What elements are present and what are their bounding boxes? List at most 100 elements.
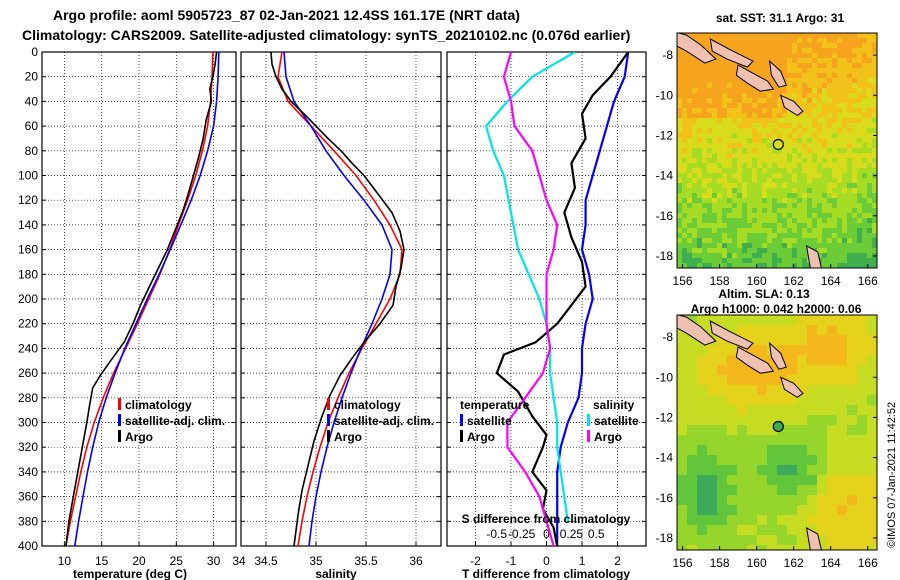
map-cell — [687, 143, 693, 149]
map-cell — [697, 33, 703, 39]
map-cell — [802, 133, 808, 139]
map-cell — [772, 148, 778, 154]
map-cell — [837, 218, 843, 224]
map-cell — [757, 495, 768, 506]
legend-t-argo-swatch — [460, 430, 463, 442]
map-cell — [767, 213, 773, 219]
map-cell — [707, 158, 713, 164]
map-cell — [692, 158, 698, 164]
map-cell — [682, 223, 688, 229]
map-cell — [852, 113, 858, 119]
map-cell — [837, 173, 843, 179]
map-cell — [727, 238, 733, 244]
map-cell — [797, 193, 803, 199]
map-cell — [747, 345, 758, 356]
map-cell — [807, 355, 818, 366]
map-cell — [687, 355, 698, 366]
map-cell — [812, 153, 818, 159]
map-cell — [792, 208, 798, 214]
map-cell — [727, 253, 733, 259]
map-cell — [842, 33, 848, 39]
map-cell — [707, 133, 713, 139]
map-cell — [787, 435, 798, 446]
map-cell — [802, 38, 808, 44]
map-cell — [767, 485, 778, 496]
map-cell — [782, 253, 788, 259]
map-cell — [777, 218, 783, 224]
map-cell — [802, 78, 808, 84]
map-cell — [757, 425, 768, 436]
map-cell — [777, 515, 788, 526]
map-cell — [817, 113, 823, 119]
map-cell — [752, 158, 758, 164]
map-cell — [737, 178, 743, 184]
map-cell — [857, 315, 868, 326]
map-cell — [687, 183, 693, 189]
series-line-climatology — [277, 52, 403, 546]
map-cell — [752, 38, 758, 44]
map-cell — [762, 193, 768, 199]
map-cell — [867, 355, 877, 366]
map-cell — [747, 315, 758, 326]
map-cell — [707, 218, 713, 224]
map-cell — [777, 63, 783, 69]
map-cell — [682, 153, 688, 159]
map-cell — [827, 355, 838, 366]
map-cell — [787, 495, 798, 506]
map-cell — [722, 258, 728, 264]
map-cell — [822, 83, 828, 89]
depth-tick-label: 280 — [18, 391, 38, 405]
map-cell — [847, 263, 853, 268]
map-cell — [707, 465, 718, 476]
map-cell — [807, 335, 818, 346]
map-cell — [847, 78, 853, 84]
map-cell — [697, 103, 703, 109]
map-cell — [707, 228, 713, 234]
map-cell — [712, 73, 718, 79]
map-cell — [857, 455, 868, 466]
map-cell — [707, 48, 713, 54]
map-lat-tick-label: -10 — [656, 370, 674, 384]
map-cell — [677, 93, 683, 99]
map-cell — [787, 545, 798, 550]
map-cell — [732, 78, 738, 84]
map-cell — [862, 188, 868, 194]
map-cell — [737, 118, 743, 124]
map-cell — [872, 153, 877, 159]
map-cell — [872, 108, 877, 114]
map-cell — [682, 218, 688, 224]
map-cell — [742, 218, 748, 224]
map-cell — [857, 53, 863, 59]
s-difference-tick-label: -0.25 — [508, 527, 536, 541]
map-cell — [727, 163, 733, 169]
map-cell — [742, 168, 748, 174]
map-cell — [807, 88, 813, 94]
map-cell — [872, 78, 877, 84]
map-cell — [697, 38, 703, 44]
map-cell — [837, 38, 843, 44]
x-tick-label: 34.5 — [254, 554, 278, 568]
map-cell — [867, 33, 873, 39]
map-cell — [842, 138, 848, 144]
map-cell — [867, 375, 877, 386]
map-cell — [742, 48, 748, 54]
map-cell — [797, 58, 803, 64]
map-cell — [737, 263, 743, 268]
map-cell — [827, 83, 833, 89]
map-cell — [692, 248, 698, 254]
map-cell — [812, 43, 818, 49]
map-cell — [722, 118, 728, 124]
map-cell — [692, 73, 698, 79]
map-cell — [697, 258, 703, 264]
map-cell — [852, 103, 858, 109]
map-cell — [722, 33, 728, 39]
map-cell — [762, 168, 768, 174]
map-cell — [857, 495, 868, 506]
map-cell — [837, 375, 848, 386]
map-lat-tick-label: -8 — [662, 330, 673, 344]
map-cell — [857, 435, 868, 446]
map-cell — [717, 415, 728, 426]
map-cell — [677, 103, 683, 109]
map-cell — [757, 178, 763, 184]
map-cell — [722, 38, 728, 44]
